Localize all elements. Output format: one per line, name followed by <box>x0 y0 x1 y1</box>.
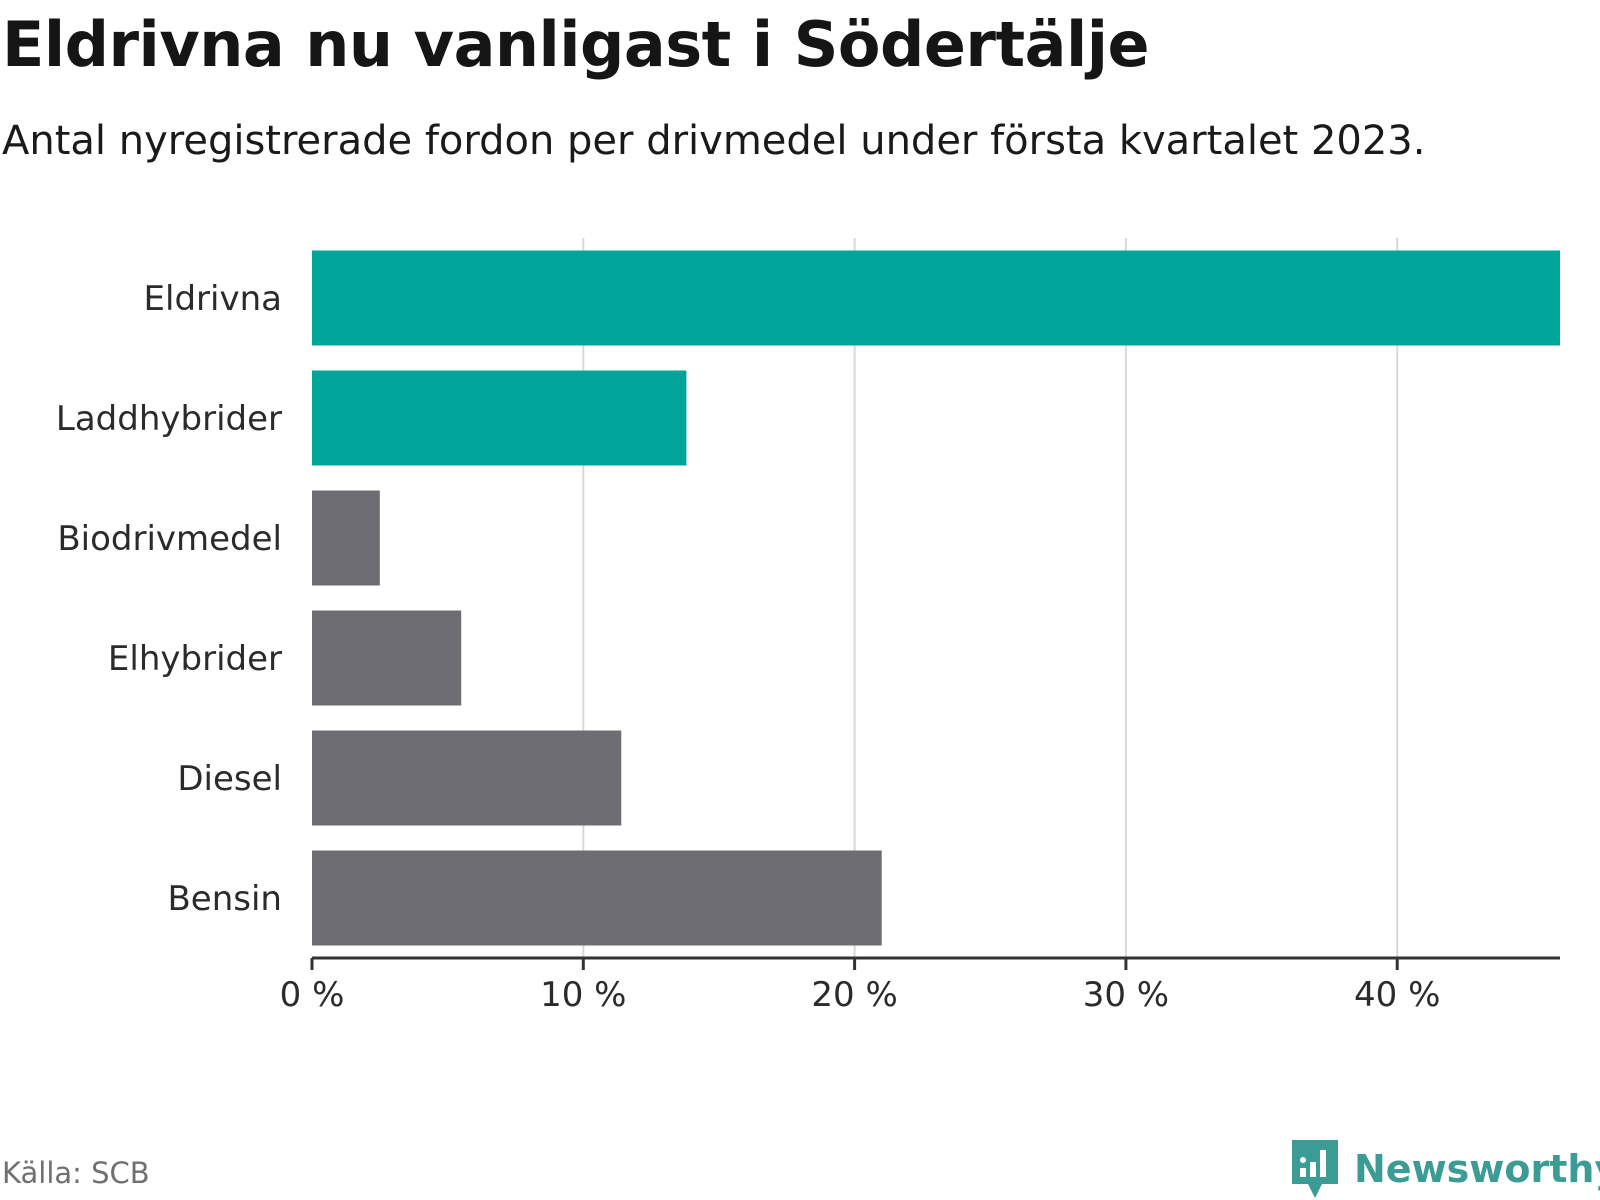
category-label: Laddhybrider <box>56 399 282 439</box>
brand-name: Newsworthy <box>1354 1147 1600 1191</box>
category-label: Elhybrider <box>108 639 282 679</box>
x-tick-label: 40 % <box>1354 975 1440 1015</box>
bar-diesel <box>312 730 622 826</box>
category-label: Eldrivna <box>144 279 282 319</box>
bar-eldrivna <box>312 250 1560 346</box>
bar-biodrivmedel <box>312 490 380 586</box>
chart-subtitle: Antal nyregistrerade fordon per drivmede… <box>2 118 1426 164</box>
brand-logo: Newsworthy <box>1290 1138 1600 1200</box>
source-note: Källa: SCB <box>2 1156 150 1190</box>
x-tick-label: 20 % <box>811 975 897 1015</box>
category-label: Diesel <box>177 759 282 799</box>
bar-laddhybrider <box>312 370 687 466</box>
chart-title: Eldrivna nu vanligast i Södertälje <box>2 8 1150 81</box>
x-tick-label: 0 % <box>280 975 345 1015</box>
bar-elhybrider <box>312 610 462 706</box>
category-label: Bensin <box>167 879 282 919</box>
bar-chart: Eldrivna Laddhybrider Biodrivmedel Elhybrid… <box>56 238 1560 1015</box>
bar-bensin <box>312 850 882 946</box>
x-tick-label: 30 % <box>1083 975 1169 1015</box>
newsworthy-logo-icon <box>1292 1140 1338 1198</box>
category-label: Biodrivmedel <box>57 519 282 559</box>
x-tick-label: 10 % <box>540 975 626 1015</box>
